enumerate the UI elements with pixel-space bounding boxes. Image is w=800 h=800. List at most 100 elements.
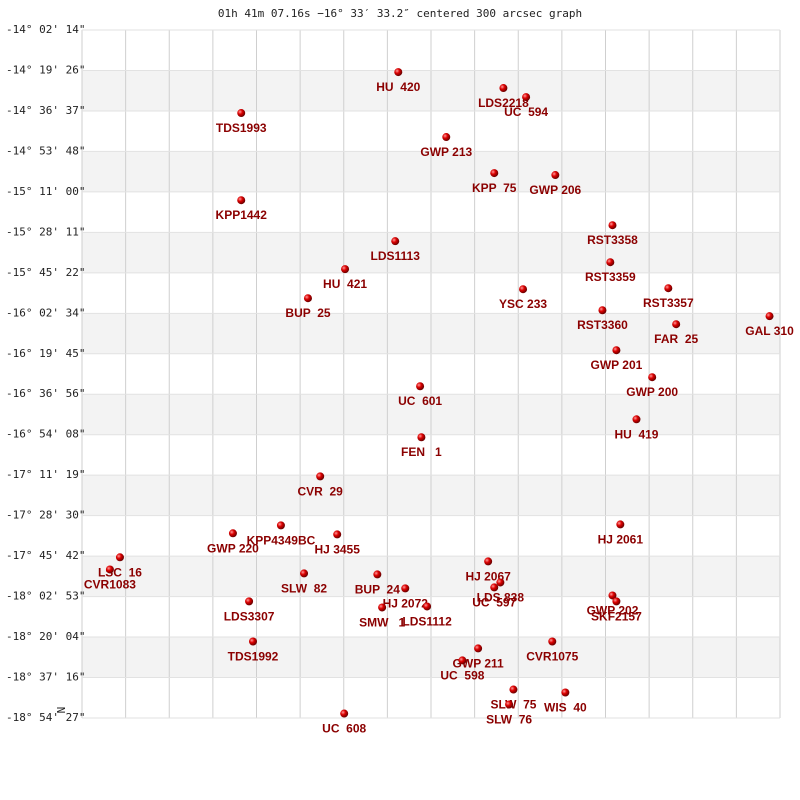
star-label: HU 421 (323, 277, 367, 291)
star-point (105, 565, 114, 574)
star-label: UC 601 (398, 394, 442, 408)
star-label: SLW 82 (281, 581, 327, 595)
star-point (664, 284, 673, 293)
star-label: WIS 40 (544, 701, 587, 715)
star-label: UC 594 (504, 105, 548, 119)
star-label: SLW 76 (486, 713, 532, 727)
star-label: GWP 220 (207, 541, 259, 555)
star-point (378, 603, 387, 612)
star-point (373, 570, 382, 579)
star-label: RST3359 (585, 270, 636, 284)
y-tick-label: -17° 11' 19" (6, 468, 85, 481)
star-label: LDS3307 (224, 609, 275, 623)
star-label: CVR1083 (84, 577, 136, 591)
star-point (548, 637, 557, 646)
star-point (765, 312, 774, 321)
star-label: BUP 25 (285, 306, 330, 320)
star-point (561, 688, 570, 697)
star-point (484, 557, 493, 566)
star-point (300, 569, 309, 578)
star-label: LDS 838 (477, 590, 525, 604)
star-point (417, 433, 426, 442)
star-label: SLW 75 (490, 698, 536, 712)
y-tick-label: -14° 53' 48" (6, 144, 85, 157)
star-label: UC 608 (322, 722, 366, 736)
star-point (115, 553, 124, 562)
star-label: KPP4349BC (247, 533, 316, 547)
star-point (606, 258, 615, 267)
star-label: CVR 29 (298, 484, 344, 498)
star-point (612, 346, 621, 355)
north-label: N (54, 707, 67, 714)
star-point (245, 597, 254, 606)
y-tick-label: -16° 02' 34" (6, 306, 85, 319)
star-point (249, 637, 258, 646)
star-label: GWP 206 (529, 183, 581, 197)
star-label: LDS1112 (402, 614, 452, 628)
y-tick-label: -16° 36' 56" (6, 387, 85, 400)
star-point (394, 68, 403, 77)
star-point (608, 591, 617, 600)
y-tick-label: -16° 54' 08" (6, 428, 85, 441)
star-point (598, 306, 607, 315)
star-point (474, 644, 483, 653)
star-label: BUP 24 (355, 582, 400, 596)
y-tick-label: -18° 20' 04" (6, 630, 85, 643)
star-label: FEN 1 (401, 445, 442, 459)
y-tick-label: -14° 02' 14" (6, 23, 85, 36)
star-point (496, 578, 505, 587)
star-label: LDS2218 (478, 96, 529, 110)
star-point (490, 583, 499, 592)
star-point (423, 602, 432, 611)
star-label: HU 419 (614, 427, 658, 441)
star-label: TDS1993 (216, 121, 267, 135)
star-point (401, 584, 410, 593)
star-label: SKF2157 (591, 609, 642, 623)
star-label: RST3358 (587, 233, 638, 247)
y-tick-label: -14° 36' 37" (6, 104, 85, 117)
star-label: KPP1442 (216, 208, 268, 222)
star-point (519, 285, 528, 294)
star-point (316, 472, 325, 481)
star-point (442, 133, 451, 142)
y-tick-label: -17° 45' 42" (6, 549, 85, 562)
star-point (551, 171, 560, 180)
star-point (505, 700, 514, 709)
y-tick-label: -18° 54' 27" (6, 711, 85, 724)
star-point (458, 656, 467, 665)
star-label: LDS1113 (371, 249, 421, 263)
y-tick-label: -18° 37' 16" (6, 671, 85, 684)
star-label: HJ 2067 (465, 569, 511, 583)
star-point (490, 169, 499, 178)
star-label: HJ 2072 (383, 596, 429, 610)
star-label: GWP 200 (626, 385, 678, 399)
star-label: GAL 310 (745, 324, 794, 338)
y-tick-label: -15° 45' 22" (6, 266, 85, 279)
star-point (648, 373, 657, 382)
star-label: FAR 25 (654, 332, 698, 346)
star-label: GWP 202 (587, 603, 639, 617)
y-tick-label: -15° 28' 11" (6, 225, 85, 238)
y-tick-label: -17° 28' 30" (6, 509, 85, 522)
star-label: GWP 201 (591, 358, 643, 372)
star-point (340, 709, 349, 718)
star-point (499, 84, 508, 93)
star-point (237, 109, 246, 118)
star-label: HU 420 (376, 80, 420, 94)
star-point (276, 521, 285, 530)
star-label: RST3360 (577, 318, 628, 332)
star-point (632, 415, 641, 424)
star-point (391, 237, 400, 246)
star-label: HJ 2061 (598, 532, 644, 546)
y-tick-label: -14° 19' 26" (6, 64, 85, 77)
star-point (341, 265, 350, 274)
star-point (333, 530, 342, 539)
star-point (509, 685, 518, 694)
star-label: UC 597 (472, 595, 516, 609)
y-tick-label: -16° 19' 45" (6, 347, 85, 360)
star-point (522, 93, 531, 102)
star-point (672, 320, 681, 329)
star-label: UC 598 (440, 668, 484, 682)
star-point (612, 597, 621, 606)
